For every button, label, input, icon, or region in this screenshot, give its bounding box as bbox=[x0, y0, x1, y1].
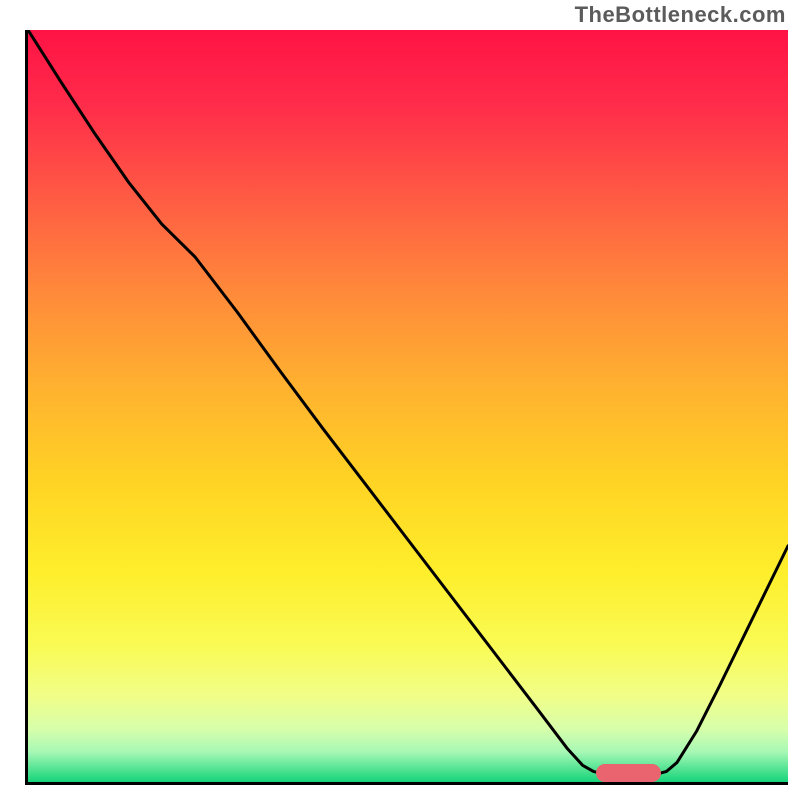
y-axis bbox=[25, 30, 28, 785]
plot-area bbox=[28, 30, 788, 782]
optimal-marker bbox=[596, 764, 661, 782]
chart-container: TheBottleneck.com bbox=[0, 0, 800, 800]
bottleneck-curve bbox=[28, 30, 788, 774]
curve-layer bbox=[28, 30, 788, 782]
x-axis bbox=[25, 782, 788, 785]
attribution-text: TheBottleneck.com bbox=[575, 2, 786, 28]
